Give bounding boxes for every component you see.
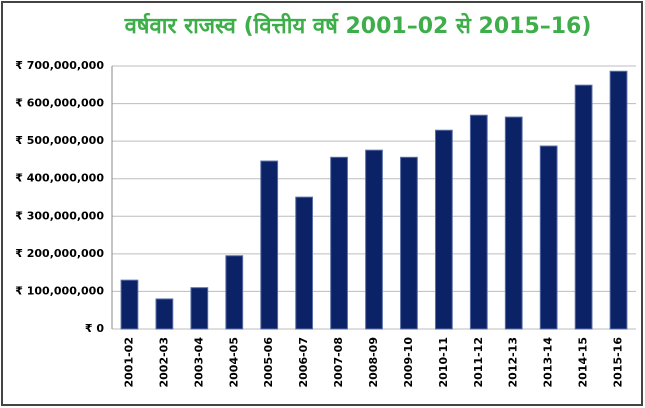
bar	[574, 84, 593, 330]
y-tick-label: ₹ 400,000,000	[15, 172, 104, 185]
bar	[190, 287, 209, 330]
x-tick-label: 2001-02	[122, 337, 135, 388]
x-tick-label: 2004-05	[227, 337, 240, 388]
bar	[434, 129, 453, 330]
bar	[400, 156, 418, 330]
y-tick-label: ₹ 500,000,000	[15, 134, 104, 147]
x-tick-label: 2013-14	[542, 337, 555, 388]
x-tick-label: 2011-12	[472, 337, 485, 388]
bar	[225, 255, 244, 330]
y-tick-label: ₹ 300,000,000	[15, 209, 104, 222]
bar	[155, 298, 174, 330]
x-tick-label: 2012-13	[507, 337, 520, 388]
bar	[365, 149, 383, 330]
y-tick-label: ₹ 200,000,000	[15, 247, 104, 260]
x-tick-label: 2003-04	[192, 337, 205, 388]
y-tick-label: ₹ 700,000,000	[15, 59, 104, 72]
bar	[469, 114, 488, 330]
x-tick-label: 2015-16	[612, 337, 625, 388]
bar	[504, 116, 523, 330]
bar	[260, 160, 279, 330]
x-tick-label: 2010-11	[437, 337, 450, 388]
x-tick-label: 2007-08	[332, 337, 345, 388]
bar	[609, 70, 628, 330]
x-tick-label: 2009-10	[402, 337, 415, 388]
bar	[539, 145, 558, 330]
x-tick-label: 2002-03	[157, 337, 170, 388]
x-tick-label: 2008-09	[367, 337, 380, 388]
x-tick-label: 2014-15	[577, 337, 590, 388]
y-tick-label: ₹ 600,000,000	[15, 97, 104, 110]
x-tick-label: 2006-07	[297, 337, 310, 388]
bar	[330, 156, 348, 330]
y-tick-label: ₹ 100,000,000	[15, 284, 104, 297]
x-tick-label: 2005-06	[262, 337, 275, 388]
chart-title: वर्षवार राजस्व (वित्तीय वर्ष 2001–02 से …	[124, 12, 592, 39]
y-tick-label: ₹ 0	[85, 322, 104, 335]
bar	[295, 196, 314, 330]
bar	[120, 279, 139, 330]
